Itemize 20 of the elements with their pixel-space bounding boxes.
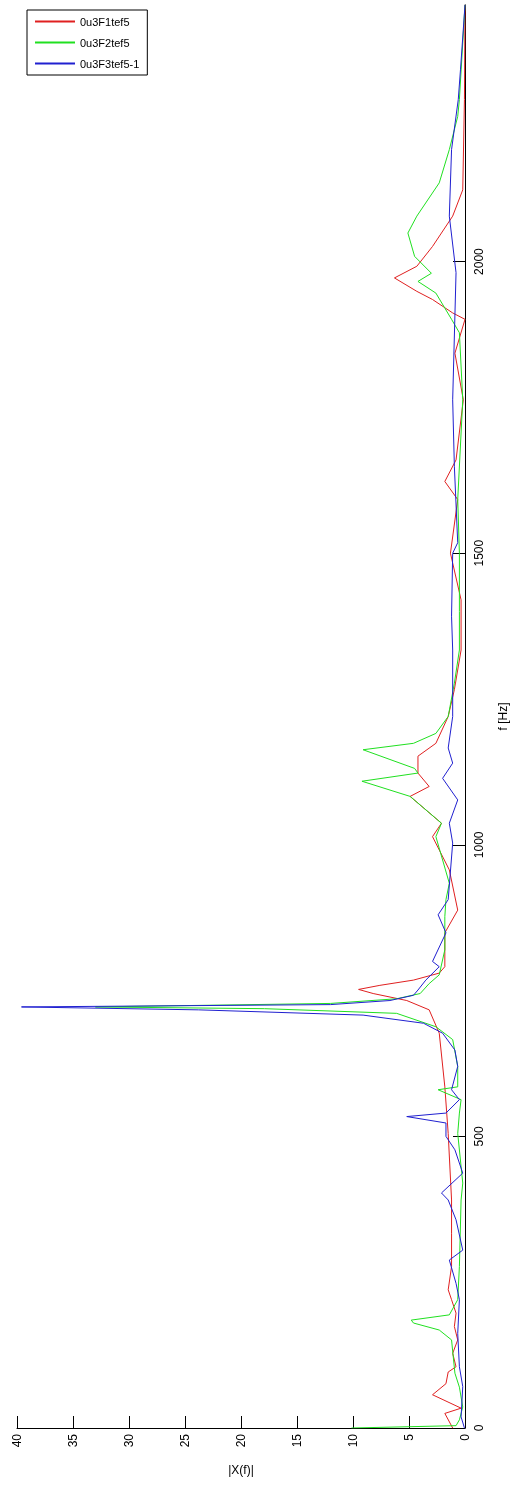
x-tick-label: 35: [66, 1433, 80, 1448]
x-tick-label: 25: [178, 1433, 192, 1448]
y-tick-label: 1000: [472, 831, 486, 859]
x-tick-label: 30: [122, 1433, 136, 1448]
x-tick-label: 0: [458, 1433, 472, 1441]
x-tick-label: 5: [402, 1433, 416, 1441]
y-tick-label: 1500: [472, 539, 486, 567]
x-tick-label: 20: [234, 1433, 248, 1448]
y-axis-title: f [Hz]: [496, 702, 510, 731]
legend-label: 0u3F1tef5: [80, 15, 130, 28]
y-tick-label: 2000: [472, 247, 486, 275]
x-tick-label: 10: [346, 1433, 360, 1448]
legend-label: 0u3F2tef5: [80, 36, 130, 49]
x-tick-label: 40: [10, 1433, 24, 1448]
line-series: [20, 4, 466, 1429]
x-axis-title: |X(f)|: [228, 1463, 254, 1477]
y-tick-label: 0: [472, 1424, 486, 1432]
x-tick-label: 15: [290, 1433, 304, 1448]
legend-label: 0u3F3tef5-1: [80, 57, 140, 70]
y-tick-label: 500: [472, 1126, 486, 1147]
